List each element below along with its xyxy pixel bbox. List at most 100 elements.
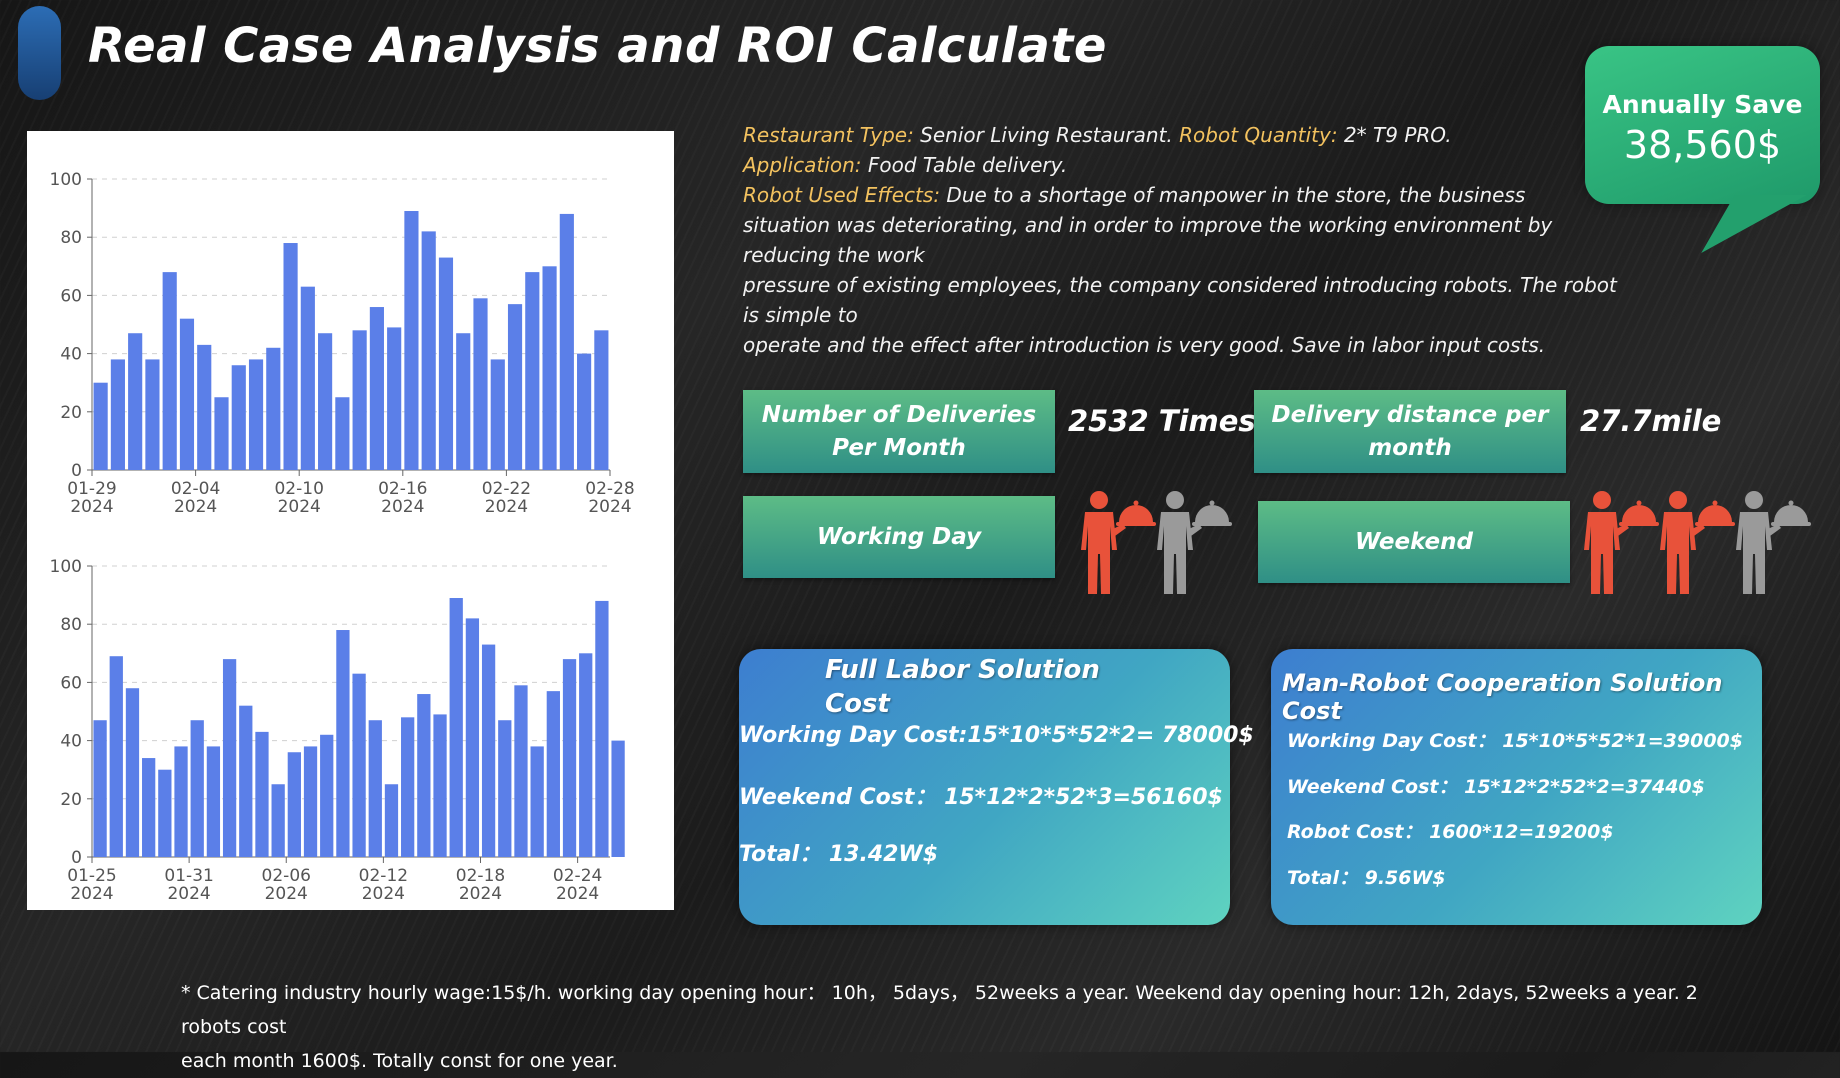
y-tick-label: 20 xyxy=(60,790,82,810)
full-labor-working-day-cost: Working Day Cost:15*10*5*52*2= 78000$ xyxy=(739,723,1254,748)
bar xyxy=(433,714,447,857)
bar xyxy=(546,691,560,857)
restaurant-type-value: Senior Living Restaurant. xyxy=(920,123,1173,147)
x-tick-label: 02-22 xyxy=(482,479,531,499)
application-value: Food Table delivery. xyxy=(867,153,1068,177)
bar xyxy=(384,784,399,857)
footnote-line-1: * Catering industry hourly wage:15$/h. w… xyxy=(181,982,1698,1038)
annual-save-bubble: Annually Save 38,560$ xyxy=(1585,46,1820,204)
man-robot-robot-cost: Robot Cost： 1600*12=19200$ xyxy=(1287,821,1614,843)
full-labor-title: Full Labor Solution Cost xyxy=(825,653,1100,721)
y-tick-label: 40 xyxy=(60,732,82,752)
bar xyxy=(542,266,557,470)
waiter-icon xyxy=(1157,491,1232,594)
bar xyxy=(231,365,246,470)
bar xyxy=(438,257,454,470)
bar xyxy=(283,243,298,470)
x-tick-year-label: 2024 xyxy=(381,497,424,517)
x-tick-label: 02-16 xyxy=(378,479,427,499)
bar xyxy=(142,758,156,857)
bar xyxy=(530,746,544,857)
footnote-line-2: each month 1600$. Totally const for one … xyxy=(181,1050,618,1072)
y-tick-label: 100 xyxy=(50,557,82,577)
x-tick-year-label: 2024 xyxy=(278,497,321,517)
deliveries-per-month-label: Number of Deliveries Per Month xyxy=(743,390,1055,473)
bar xyxy=(214,397,229,470)
weekend-staff-icons xyxy=(1584,491,1811,594)
full-labor-weekend-cost: Weekend Cost： 15*12*2*52*3=56160$ xyxy=(739,785,1223,810)
bar xyxy=(335,397,350,470)
desc-line-3: Robot Used Effects: Due to a shortage of… xyxy=(743,180,1673,210)
annual-save-value: 38,560$ xyxy=(1623,123,1782,167)
bar xyxy=(93,720,107,857)
man-robot-title: Man-Robot Cooperation Solution Cost xyxy=(1282,669,1723,725)
x-tick-year-label: 2024 xyxy=(265,884,308,904)
bar xyxy=(197,344,212,470)
bar xyxy=(421,231,436,470)
bar xyxy=(456,333,471,470)
bar xyxy=(320,734,334,857)
waiter-icon xyxy=(1584,491,1659,594)
bar xyxy=(287,752,301,857)
full-labor-cost-card: Full Labor Solution Cost Working Day Cos… xyxy=(739,649,1254,925)
robot-quantity-key: Robot Quantity: xyxy=(1179,123,1338,147)
bar xyxy=(300,286,315,470)
bar xyxy=(490,359,505,470)
bar xyxy=(562,659,577,857)
bar xyxy=(525,272,540,470)
bar xyxy=(318,333,333,470)
bar xyxy=(266,347,281,470)
deliveries-label-line-1: Number of Deliveries xyxy=(761,401,1037,428)
x-tick-label: 01-25 xyxy=(67,866,116,886)
x-tick-label: 02-24 xyxy=(553,866,602,886)
bar xyxy=(352,673,366,857)
y-tick-label: 60 xyxy=(60,673,82,693)
x-tick-label: 01-29 xyxy=(67,479,116,499)
full-labor-title-line-2: Cost xyxy=(825,689,890,719)
page-title: Real Case Analysis and ROI Calculate xyxy=(88,18,1107,74)
x-tick-year-label: 2024 xyxy=(167,884,210,904)
bar xyxy=(128,333,143,470)
bar xyxy=(473,298,488,470)
y-tick-label: 20 xyxy=(60,403,82,423)
bar xyxy=(158,769,172,857)
x-tick-year-label: 2024 xyxy=(588,497,631,517)
application-key: Application: xyxy=(743,153,862,177)
bar xyxy=(248,359,264,470)
bar xyxy=(507,304,523,470)
waiter-icon xyxy=(1660,491,1735,594)
title-accent-bar xyxy=(18,6,61,100)
working-day-staff-icons xyxy=(1081,491,1232,594)
weekend-label: Weekend xyxy=(1258,501,1570,583)
bar xyxy=(611,740,625,857)
x-tick-year-label: 2024 xyxy=(70,884,113,904)
y-tick-label: 100 xyxy=(50,170,82,190)
effects-text-6: operate and the effect after introductio… xyxy=(743,333,1546,357)
effects-text-1: Due to a shortage of manpower in the sto… xyxy=(946,183,1526,207)
bar xyxy=(404,211,419,470)
y-tick-label: 40 xyxy=(60,345,82,365)
restaurant-type-key: Restaurant Type: xyxy=(743,123,914,147)
annual-save-label: Annually Save xyxy=(1602,90,1803,119)
bar xyxy=(401,717,415,857)
bar xyxy=(387,327,402,470)
deliveries-value: 2532 Times xyxy=(1068,404,1256,438)
robot-quantity-value: 2* T9 PRO. xyxy=(1343,123,1452,147)
daily-deliveries-chart-1: 02040608010001-29202402-04202402-1020240… xyxy=(50,170,635,517)
chart-panel: 0 20 40 60 80 100 01-29 2024 02-04 2024 02-10 2024 0… xyxy=(27,131,674,910)
bar xyxy=(190,720,204,857)
bar xyxy=(449,598,463,857)
bar xyxy=(336,630,350,857)
x-tick-year-label: 2024 xyxy=(362,884,405,904)
x-tick-year-label: 2024 xyxy=(459,884,502,904)
bar xyxy=(174,746,188,857)
footnote: * Catering industry hourly wage:15$/h. w… xyxy=(181,976,1761,1078)
bar xyxy=(498,720,512,857)
y-tick-label: 60 xyxy=(60,286,82,306)
man-robot-weekend-cost: Weekend Cost： 15*12*2*52*2=37440$ xyxy=(1287,776,1705,798)
y-tick-label: 0 xyxy=(71,461,82,481)
y-tick-label: 80 xyxy=(60,228,82,248)
desc-line-1: Restaurant Type: Senior Living Restauran… xyxy=(743,120,1673,150)
bar xyxy=(579,653,593,857)
bar xyxy=(125,688,140,857)
